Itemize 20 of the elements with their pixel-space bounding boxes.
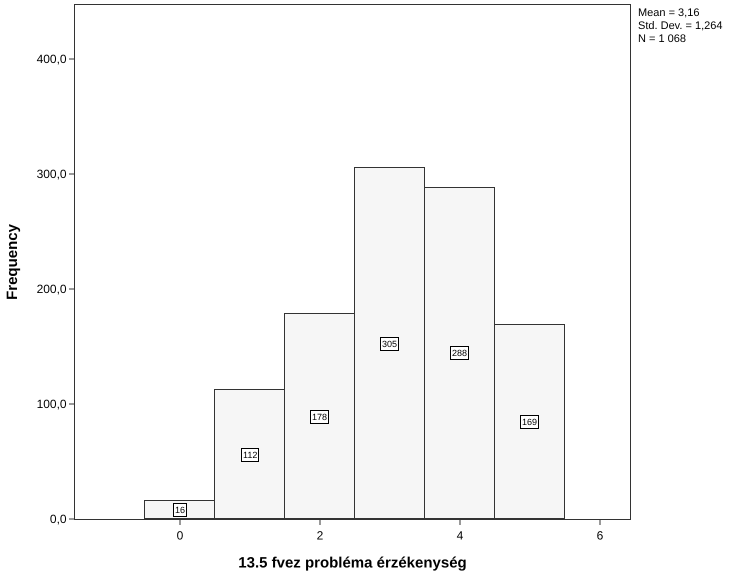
data-label: 112: [243, 450, 258, 460]
y-tick-label: 100,0: [36, 397, 67, 412]
text: N = 1 068: [638, 33, 686, 45]
x-axis-title: 13.5 fvez probléma érzékenység: [238, 554, 467, 572]
y-tick-label: 300,0: [36, 167, 67, 182]
data-label: 178: [312, 412, 328, 422]
x-tick-label: 6: [596, 528, 604, 542]
y-tick-label: 200,0: [36, 282, 67, 296]
data-label: 169: [522, 417, 538, 427]
data-label: 288: [452, 348, 468, 358]
x-tick-label: 2: [316, 528, 324, 542]
x-tick-label: 4: [456, 528, 464, 542]
x-tick-label: 0: [176, 528, 184, 542]
data-label: 16: [175, 505, 186, 515]
text: Mean = 3,16: [638, 7, 700, 19]
y-tick-label: 400,0: [36, 52, 67, 66]
y-tick-label: 0,0: [50, 512, 67, 526]
y-axis-title: Frequency: [4, 223, 21, 300]
text: Std. Dev. = 1,264: [638, 20, 722, 32]
data-label: 305: [382, 339, 398, 349]
